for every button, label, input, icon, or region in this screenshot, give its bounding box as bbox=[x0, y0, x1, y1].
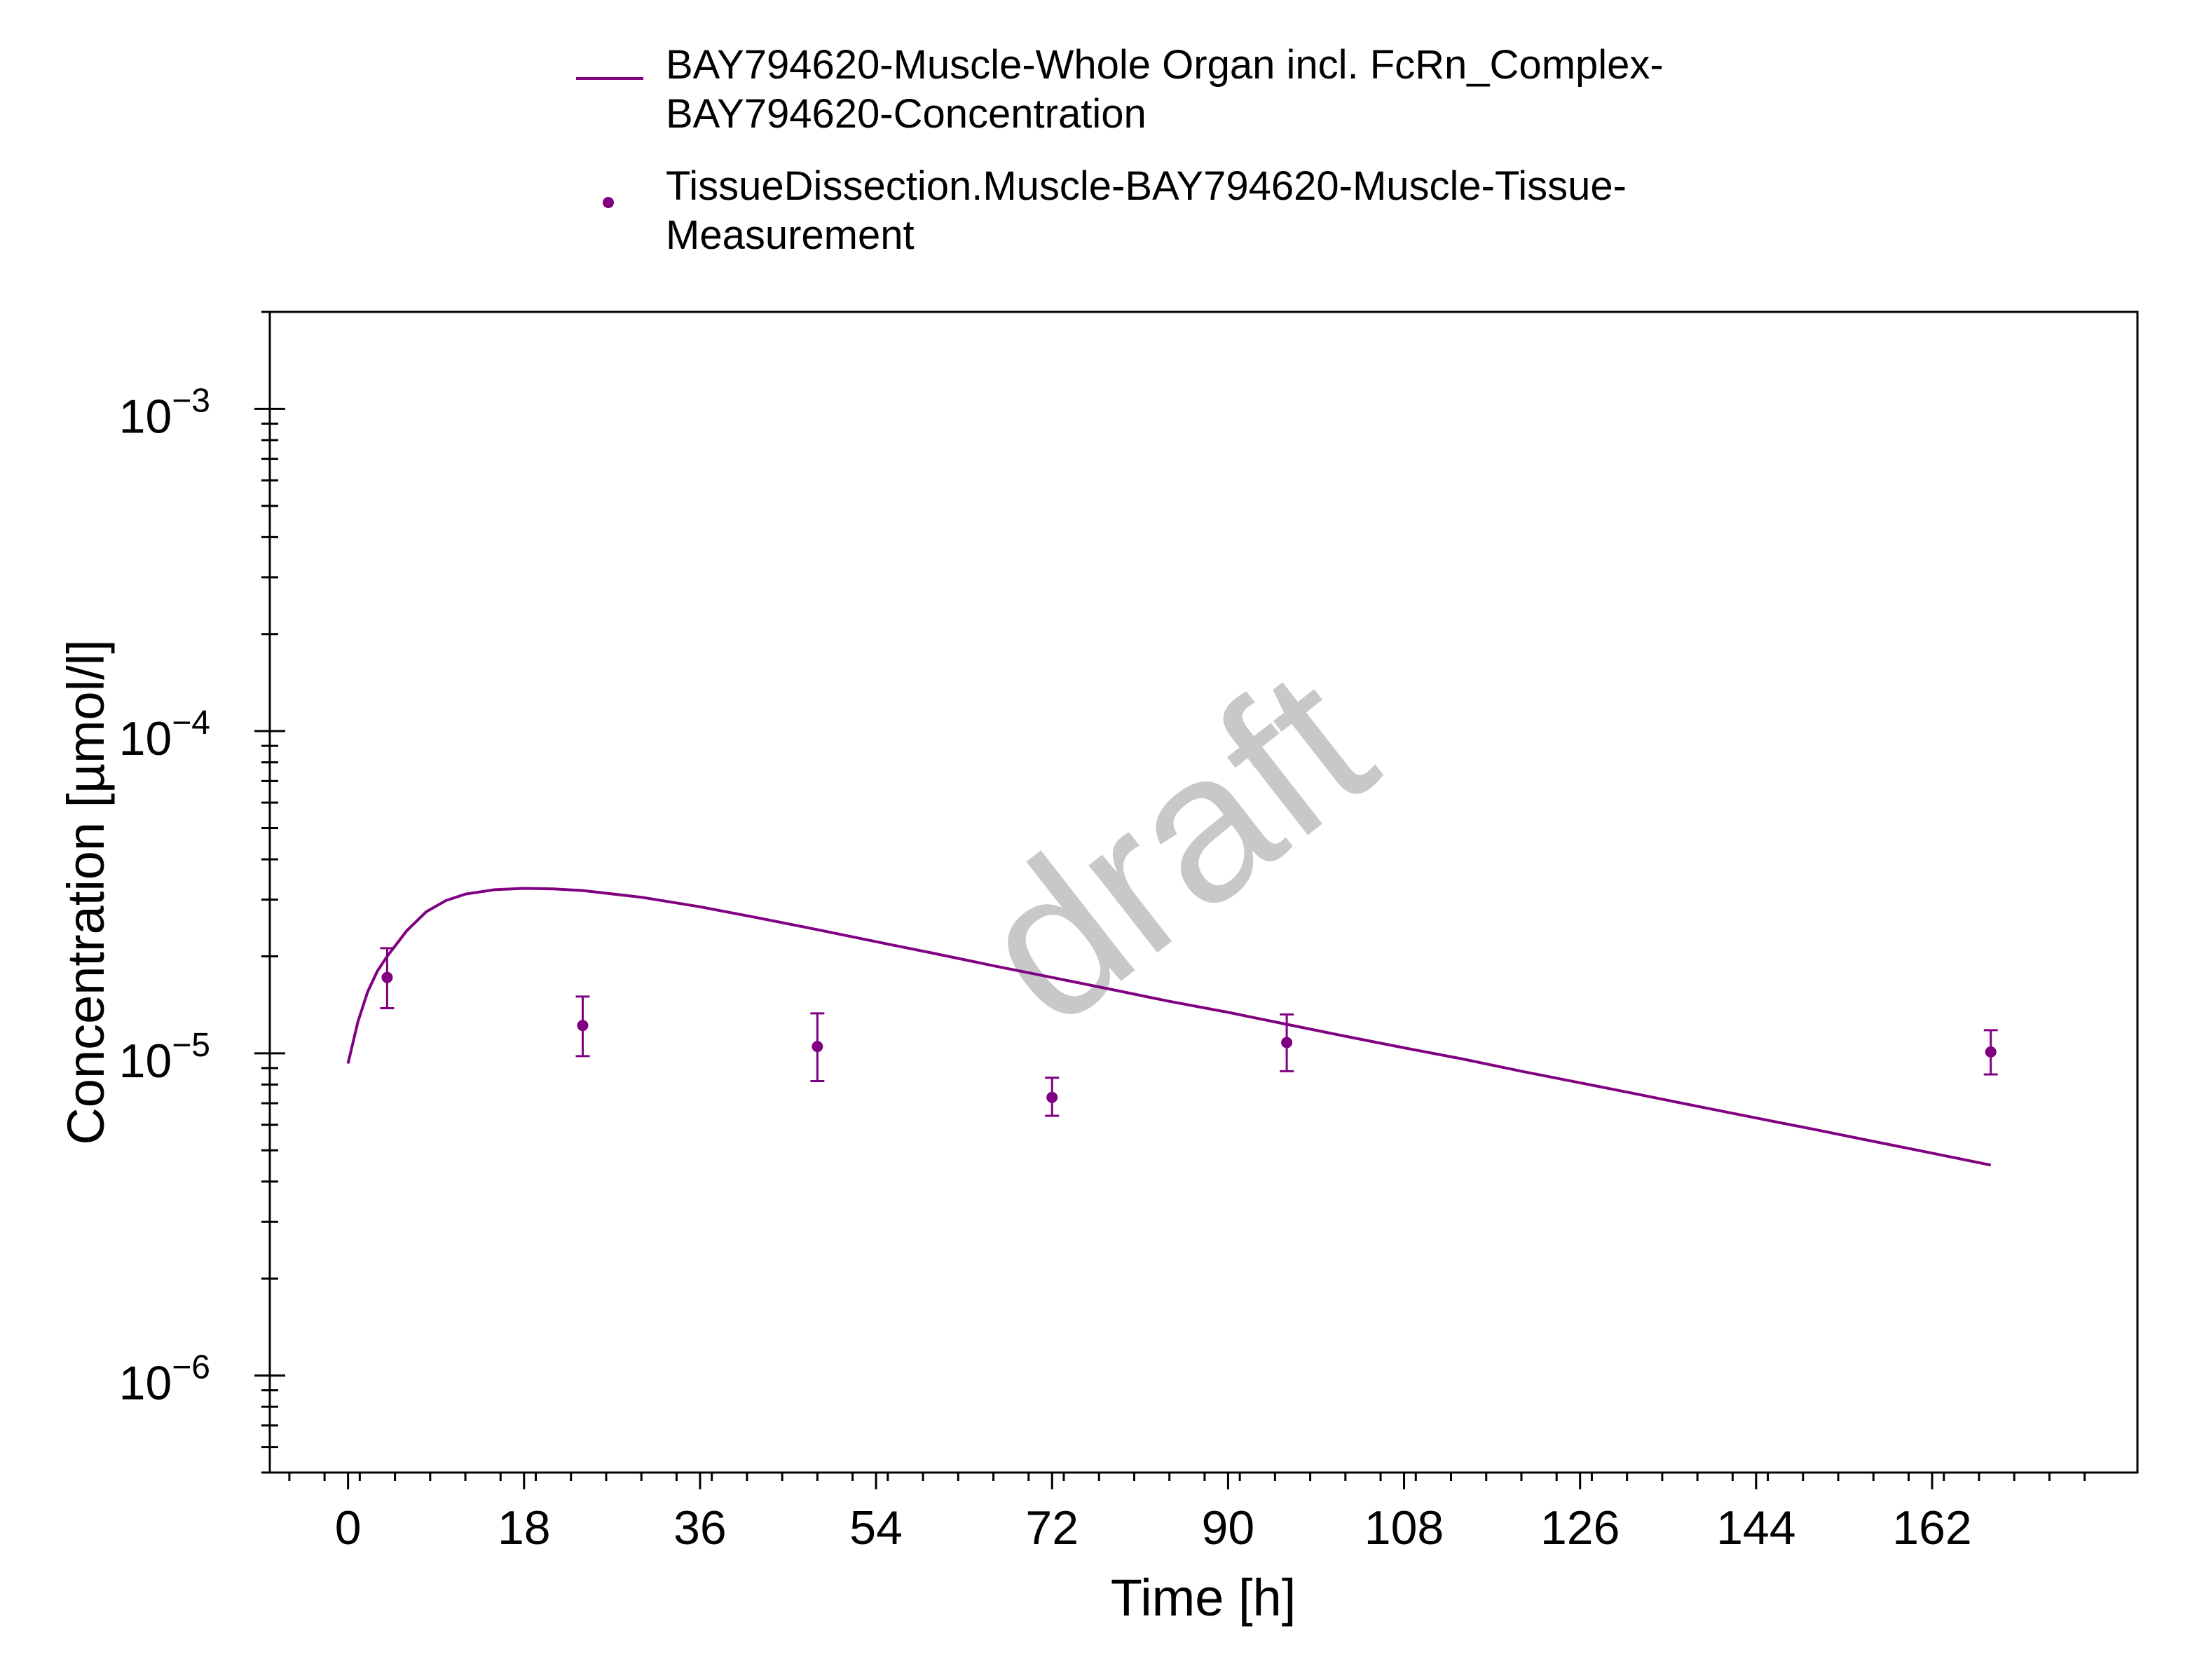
y-tick-label-exponent: −5 bbox=[172, 1027, 210, 1064]
legend-entry-measurement-label: TissueDissection.Muscle-BAY794620-Muscle… bbox=[666, 163, 1627, 209]
measurement-marker bbox=[381, 971, 393, 983]
measurement-marker bbox=[1046, 1091, 1058, 1103]
measurement-point bbox=[380, 947, 395, 1010]
measurement-point bbox=[810, 1012, 825, 1082]
x-axis: 0 18 36 54 72 90 108 126 144 162 bbox=[288, 1473, 2086, 1555]
legend-dot-swatch bbox=[603, 197, 614, 208]
measurement-point bbox=[1280, 1013, 1294, 1072]
x-tick-label: 18 bbox=[498, 1501, 551, 1555]
x-tick-label: 90 bbox=[1202, 1501, 1255, 1555]
legend: BAY794620-Muscle-Whole Organ incl. FcRn_… bbox=[576, 42, 1664, 258]
y-tick-label-exponent: −4 bbox=[172, 704, 210, 742]
x-tick-label: 54 bbox=[849, 1501, 903, 1555]
y-axis-label: Concentration [µmol/l] bbox=[57, 639, 115, 1145]
measurement-point bbox=[1983, 1029, 1998, 1076]
y-tick-label: 10−4 bbox=[119, 704, 210, 765]
y-tick-label-base: 10 bbox=[119, 1357, 172, 1410]
y-tick-label-exponent: −3 bbox=[172, 382, 210, 419]
measurement-point bbox=[575, 995, 590, 1058]
x-axis-label: Time [h] bbox=[1111, 1569, 1296, 1627]
measurement-marker bbox=[1281, 1037, 1293, 1049]
y-tick-label-base: 10 bbox=[119, 712, 172, 765]
measurement-marker bbox=[577, 1020, 589, 1032]
legend-entry-line-label: BAY794620-Concentration bbox=[666, 91, 1147, 137]
measurement-marker bbox=[812, 1041, 823, 1053]
y-tick-label: 10−5 bbox=[119, 1027, 210, 1088]
y-tick-label: 10−3 bbox=[119, 382, 210, 443]
y-tick-label: 10−6 bbox=[119, 1349, 210, 1410]
x-tick-label: 108 bbox=[1364, 1501, 1444, 1555]
x-tick-label: 126 bbox=[1540, 1501, 1620, 1555]
y-tick-label-base: 10 bbox=[119, 390, 172, 443]
measurement-marker bbox=[1985, 1046, 1997, 1058]
y-axis: 10−610−510−410−3 bbox=[119, 310, 285, 1474]
legend-entry-measurement-label: Measurement bbox=[666, 212, 915, 258]
simulation-line bbox=[346, 887, 1992, 1167]
y-tick-label-base: 10 bbox=[119, 1034, 172, 1088]
legend-entry-line-label: BAY794620-Muscle-Whole Organ incl. FcRn_… bbox=[666, 42, 1664, 88]
x-tick-label: 72 bbox=[1025, 1501, 1079, 1555]
series-layer bbox=[346, 887, 1998, 1167]
x-tick-label: 144 bbox=[1716, 1501, 1795, 1555]
x-tick-label: 0 bbox=[335, 1501, 362, 1555]
x-tick-label: 162 bbox=[1892, 1501, 1971, 1555]
measurement-point bbox=[1045, 1077, 1060, 1117]
x-tick-label: 36 bbox=[673, 1501, 727, 1555]
y-tick-label-exponent: −6 bbox=[172, 1349, 210, 1386]
